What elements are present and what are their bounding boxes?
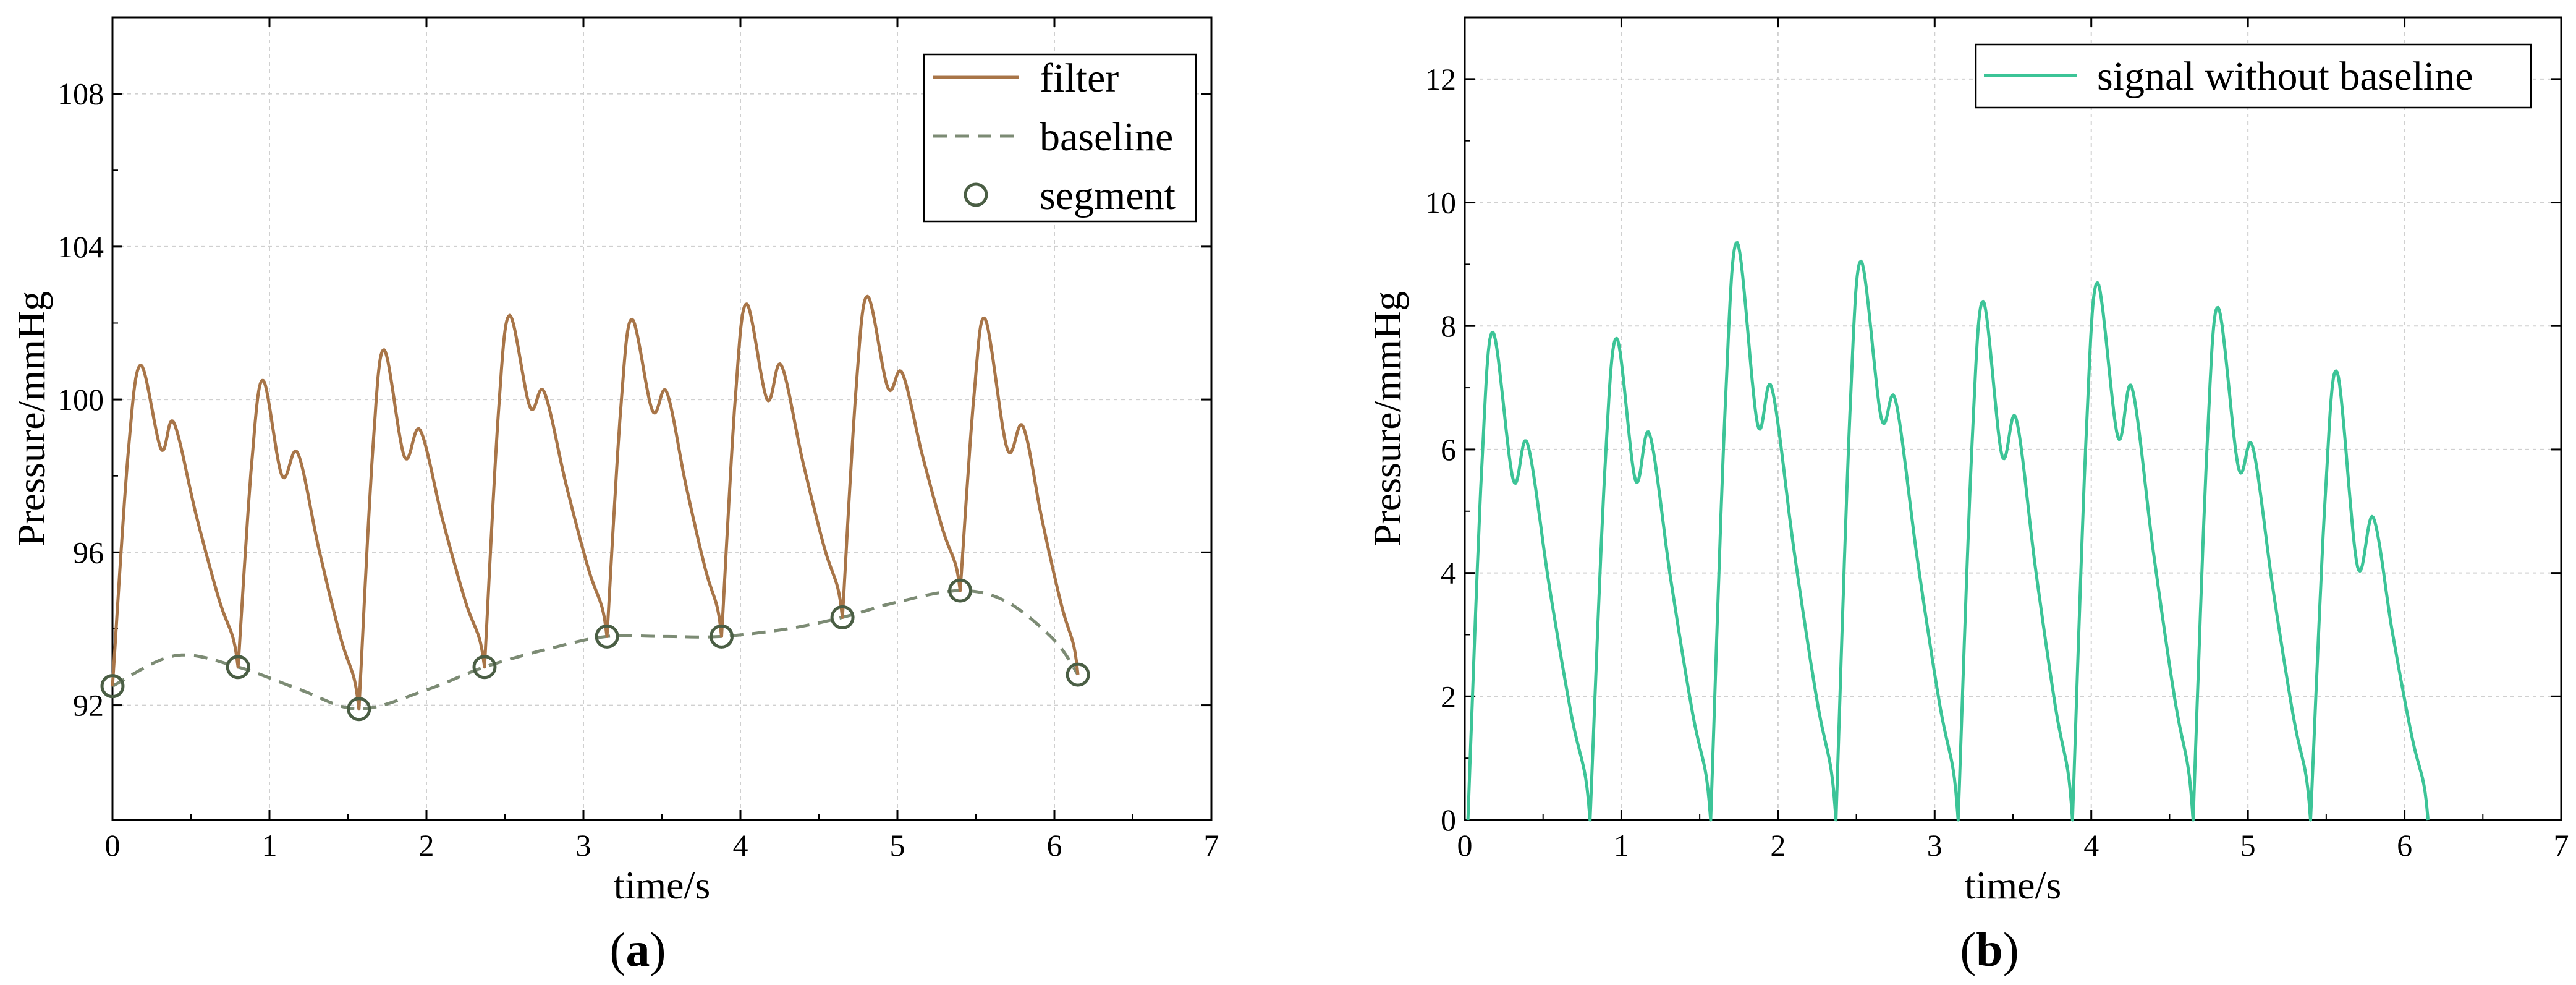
panel-a-series-segment-marker [100, 674, 125, 699]
panel-a-series-segment-marker [1066, 662, 1090, 687]
panel-b-series-signal-without-baseline-line [1466, 241, 2430, 822]
panel-a-series [100, 294, 1090, 722]
panel-a-chart: 0 1 2 3 4 5 6 7 92 96 100 104 108 time/s Pressure/mm… [9, 16, 1219, 976]
panel-a-series-segment-marker [830, 605, 855, 629]
panel-b-x-tick-label: 0 [1457, 828, 1473, 863]
legend-signal-label: signal without baseline [2097, 54, 2473, 99]
panel-a-y-axis-label: Pressure/mmHg [9, 291, 53, 546]
panel-b-y-tick-label: 10 [1425, 185, 1456, 220]
panel-a-x-tick-label: 1 [262, 828, 278, 863]
panel-a-series-segment-marker [948, 578, 973, 603]
panel-b-x-tick-label: 6 [2397, 828, 2412, 863]
panel-b-legend: signal without baseline [1975, 43, 2532, 109]
panel-b-x-tick-label: 1 [1614, 828, 1629, 863]
legend-baseline-label: baseline [1040, 114, 1173, 160]
legend-filter-label: filter [1040, 56, 1119, 101]
panel-a-y-tick-label: 104 [57, 229, 104, 264]
panel-b-y-tick-label: 12 [1425, 62, 1456, 96]
panel-a-x-tick-label: 6 [1047, 828, 1062, 863]
panel-a-y-tick-label: 100 [57, 382, 104, 417]
panel-a-series-baseline-line [111, 589, 1080, 711]
panel-a-x-tick-label: 4 [733, 828, 748, 863]
panel-b-y-tick-label: 2 [1441, 679, 1456, 714]
panel-b-y-tick-label: 6 [1441, 432, 1456, 467]
panel-a-series-segment-marker [595, 624, 619, 649]
panel-b-x-tick-label: 4 [2083, 828, 2099, 863]
panel-a-label: (a) [610, 923, 666, 976]
panel-a-legend: filter baseline segment [923, 53, 1197, 223]
panel-a-y-tick-label: 96 [73, 535, 104, 569]
panel-a-x-tick-label: 3 [576, 828, 591, 863]
panel-a-series-segment-marker [226, 655, 250, 680]
panel-a-y-tick-label: 92 [73, 688, 104, 723]
panel-b-y-tick-label: 4 [1441, 556, 1456, 591]
panel-a-x-axis-label: time/s [614, 863, 710, 907]
panel-a-x-tick-label: 5 [890, 828, 905, 863]
panel-a-ticks: 0 1 2 3 4 5 6 7 92 96 100 104 108 [57, 17, 1219, 863]
legend-segment-label: segment [1040, 173, 1176, 218]
panel-b-x-tick-label: 2 [1770, 828, 1786, 863]
panel-a-series-segment-marker [710, 624, 734, 649]
panel-a-series-segment-marker [347, 697, 371, 722]
panel-b-series [1466, 241, 2430, 822]
panel-b-letter: b [1976, 923, 2002, 976]
panel-a-legend-box [923, 53, 1197, 223]
panel-a-y-tick-label: 108 [57, 77, 104, 111]
panel-b-y-axis-label: Pressure/mmHg [1365, 291, 1409, 546]
panel-b-y-tick-label: 8 [1441, 309, 1456, 343]
panel-a-series-segment-marker [472, 655, 497, 680]
panel-b-x-tick-label: 3 [1927, 828, 1943, 863]
panel-a-x-tick-label: 0 [105, 828, 121, 863]
panel-b-x-tick-label: 7 [2554, 828, 2569, 863]
panel-b-x-axis-label: time/s [1965, 863, 2061, 907]
panel-b-x-tick-label: 5 [2240, 828, 2256, 863]
panel-a-series-filter-line [111, 294, 1080, 711]
panel-b-y-tick-label: 0 [1441, 803, 1456, 837]
legend-segment-marker [964, 182, 988, 207]
panel-a-x-tick-label: 2 [419, 828, 434, 863]
panel-b-label: (b) [1960, 923, 2019, 976]
panel-a-x-tick-label: 7 [1204, 828, 1219, 863]
panel-a-letter: a [626, 923, 650, 976]
